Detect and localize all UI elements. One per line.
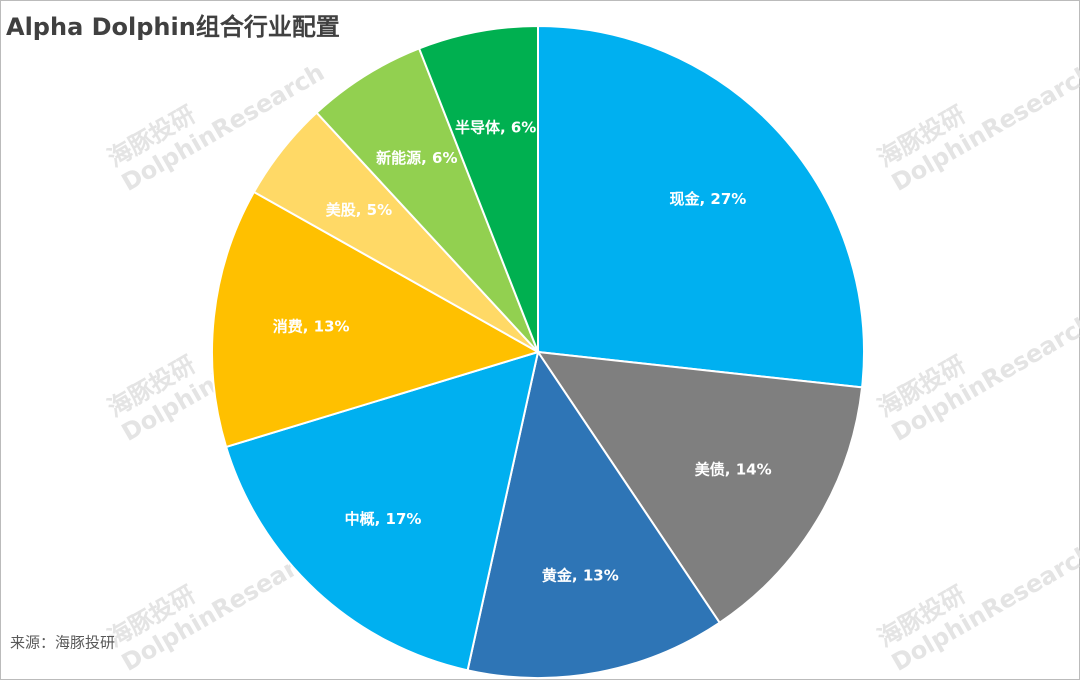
pie-slice <box>466 349 722 679</box>
data-label: 消费, 13% <box>273 318 350 336</box>
pie-slice <box>211 190 541 449</box>
source: 来源：海豚投研 <box>10 634 115 652</box>
pie-slice <box>535 350 864 625</box>
pie-slice <box>224 350 540 672</box>
chart-title: Alpha Dolphin组合行业配置 <box>6 13 340 41</box>
pie-slice <box>537 24 865 389</box>
pie-slice <box>417 24 539 353</box>
data-label: 新能源, 6% <box>376 149 457 167</box>
pie-slice <box>315 47 539 353</box>
pie: 现金, 27% 美债, 14% 黄金, 13% 中概, 17% 消费, 13% 美股, 5… <box>211 24 865 679</box>
data-label: 美债, 14% <box>695 461 772 479</box>
data-label: 中概, 17% <box>345 510 422 528</box>
data-label: 美股, 5% <box>326 201 392 219</box>
data-label: 半导体, 6% <box>455 118 536 136</box>
data-label: 现金, 27% <box>669 190 746 208</box>
data-label: 黄金, 13% <box>542 567 619 585</box>
